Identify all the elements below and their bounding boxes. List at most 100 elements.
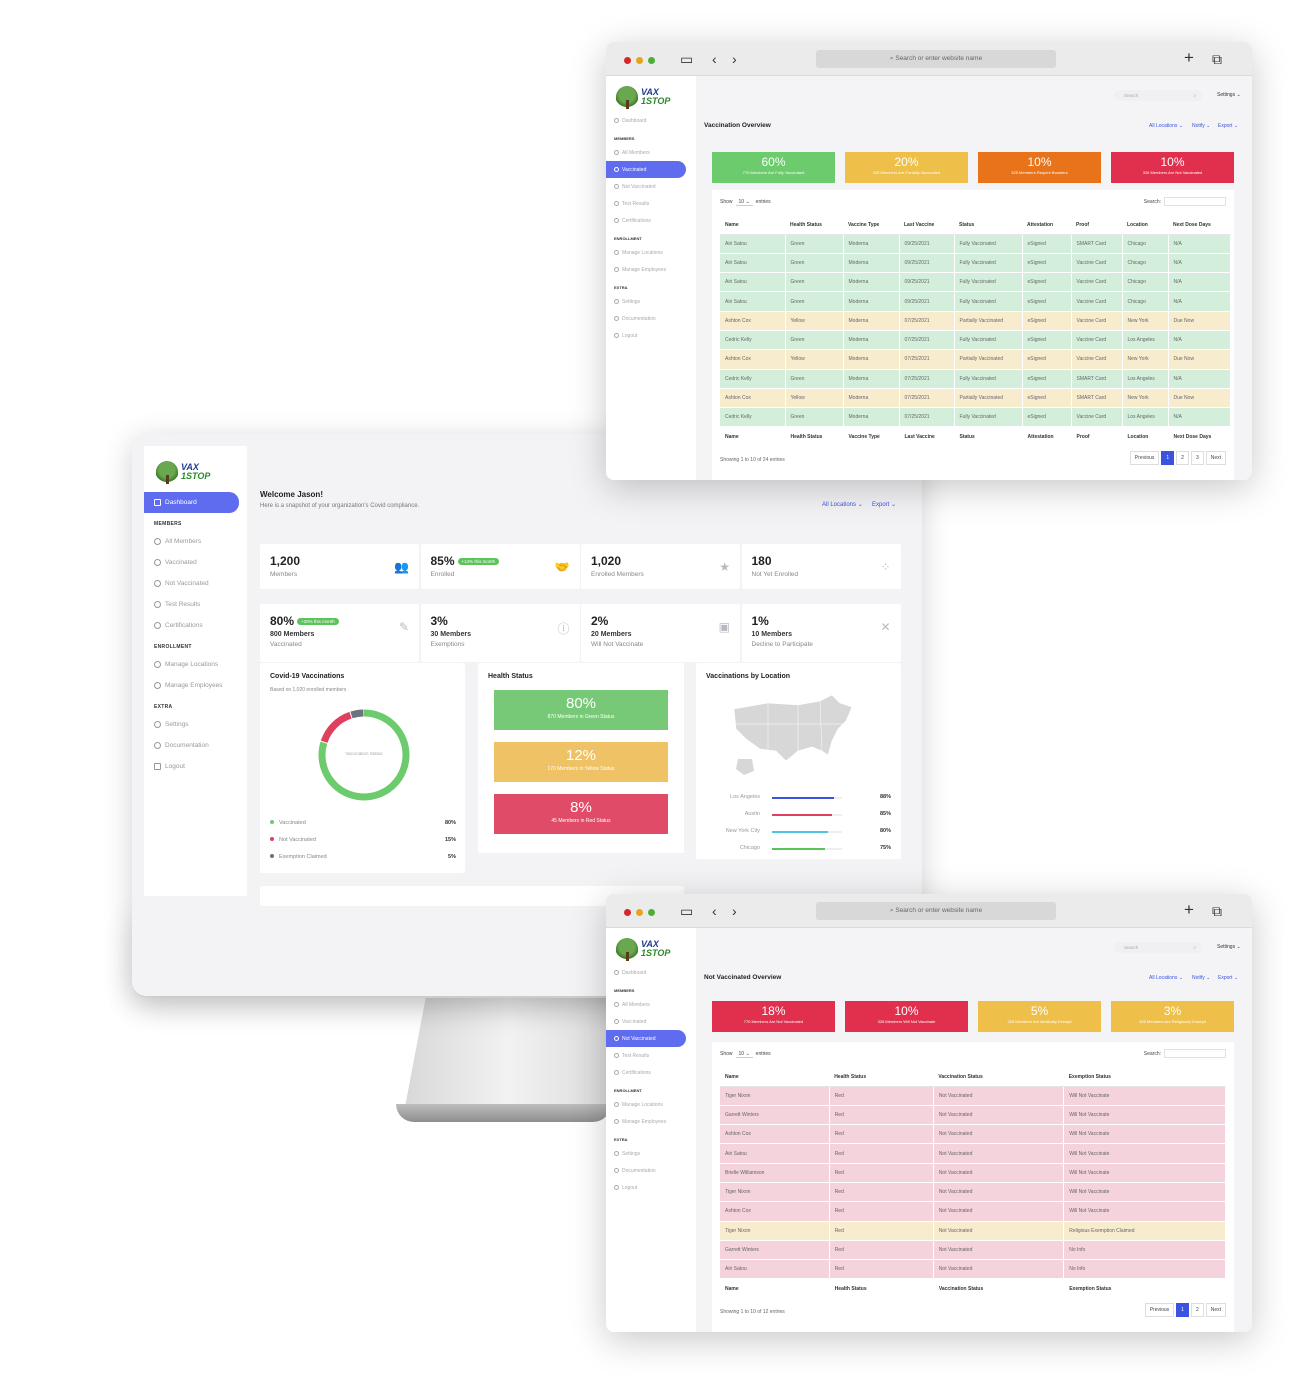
page-button[interactable]: Previous [1129, 450, 1160, 465]
page-button[interactable]: Next [1205, 1302, 1226, 1317]
kpi-card[interactable]: 60% 770 Members Are Fully Vaccinated [712, 152, 835, 183]
column-header[interactable]: Next Dose Days [1168, 216, 1230, 235]
nav-vaccinated[interactable]: Vaccinated [606, 161, 686, 178]
nav-dashboard[interactable]: Dashboard [606, 964, 696, 981]
sidebar-toggle-icon[interactable]: ▭ [680, 51, 694, 67]
all-locations-dropdown[interactable]: All Locations ⌄ [822, 502, 863, 508]
table-row[interactable]: Airi Satou Red Not Vaccinated No Info [720, 1259, 1226, 1280]
column-header[interactable]: Exemption Status [1063, 1068, 1226, 1087]
column-header[interactable]: Vaccine Type [843, 216, 899, 235]
nav-not-vaccinated[interactable]: Not Vaccinated [144, 573, 247, 594]
table-row[interactable]: Cedric Kelly Green Moderna 07/25/2021 Fully … [720, 369, 1231, 389]
minimize-window-button[interactable] [636, 57, 643, 64]
nav-manage-locations[interactable]: Manage Locations [606, 244, 696, 261]
kpi-card[interactable]: 3% 326 Members Are Religiously Exempt [1111, 1001, 1234, 1032]
forward-icon[interactable]: › [732, 51, 737, 67]
kpi-card[interactable]: 10% 326 Members Will Not Vaccinate [845, 1001, 968, 1032]
page-button[interactable]: 1 [1176, 1302, 1189, 1317]
health-status-box[interactable]: 12% 170 Members in Yellow Status [494, 742, 668, 782]
health-status-box[interactable]: 8% 45 Members in Red Status [494, 794, 668, 834]
kpi-card[interactable]: 18% 770 Members Are Not Vaccinated [712, 1001, 835, 1032]
nav-manage-employees[interactable]: Manage Employees [144, 675, 247, 696]
table-row[interactable]: Garrett Winters Red Not Vaccinated Will Not… [720, 1105, 1226, 1126]
close-window-button[interactable] [624, 57, 631, 64]
page-button[interactable]: 2 [1190, 1302, 1204, 1317]
nav-logout[interactable]: Logout [606, 1179, 696, 1196]
minimize-window-button[interactable] [636, 909, 643, 916]
nav-dashboard[interactable]: Dashboard [144, 492, 239, 513]
nav-manage-employees[interactable]: Manage Employees [606, 1113, 696, 1130]
sidebar-toggle-icon[interactable]: ▭ [680, 903, 694, 919]
logo[interactable]: VAX 1STOP [606, 76, 696, 112]
page-button[interactable]: 1 [1161, 450, 1175, 465]
nav-logout[interactable]: Logout [606, 327, 696, 344]
kpi-card[interactable]: 20% 325 Members Are Partially Vaccinated [845, 152, 968, 183]
nav-certifications[interactable]: Certifications [144, 615, 247, 636]
nav-not-vaccinated[interactable]: Not Vaccinated [606, 1030, 686, 1047]
nav-manage-employees[interactable]: Manage Employees [606, 261, 696, 278]
column-header[interactable]: Last Vaccine [899, 216, 954, 235]
nav-test-results[interactable]: Test Results [606, 195, 696, 212]
url-bar[interactable]: ⌕ Search or enter website name [816, 902, 1056, 920]
nav-test-results[interactable]: Test Results [606, 1047, 696, 1064]
table-row[interactable]: Garrett Winters Red Not Vaccinated No Info [720, 1240, 1226, 1261]
table-row[interactable]: Ashton Cox Red Not Vaccinated Will Not Vacc… [720, 1201, 1226, 1222]
column-header[interactable]: Attestation [1022, 216, 1071, 235]
notify-dropdown[interactable]: Notify ⌄ [1192, 975, 1211, 981]
nav-documentation[interactable]: Documentation [606, 1162, 696, 1179]
column-header[interactable]: Vaccination Status [933, 1068, 1064, 1087]
close-window-button[interactable] [624, 909, 631, 916]
settings-dropdown[interactable]: Settings ⌄ [1217, 92, 1241, 98]
page-button[interactable]: 3 [1190, 450, 1204, 465]
nav-vaccinated[interactable]: Vaccinated [606, 1013, 696, 1030]
all-locations-dropdown[interactable]: All Locations ⌄ [1149, 123, 1183, 129]
page-button[interactable]: Previous [1144, 1302, 1175, 1317]
nav-certifications[interactable]: Certifications [606, 1064, 696, 1081]
nav-vaccinated[interactable]: Vaccinated [144, 552, 247, 573]
settings-dropdown[interactable]: Settings ⌄ [1217, 944, 1241, 950]
export-dropdown[interactable]: Export ⌄ [1218, 123, 1239, 129]
table-row[interactable]: Cedric Kelly Green Moderna 07/25/2021 Fully … [720, 407, 1231, 428]
nav-settings[interactable]: Settings [606, 1145, 696, 1162]
export-dropdown[interactable]: Export ⌄ [872, 502, 897, 508]
column-header[interactable]: Health Status [829, 1068, 934, 1087]
nav-settings[interactable]: Settings [144, 714, 247, 735]
table-row[interactable]: Tiger Nixon Red Not Vaccinated Will Not Vac… [720, 1182, 1226, 1203]
column-header[interactable]: Location [1122, 216, 1168, 235]
nav-all-members[interactable]: All Members [606, 144, 696, 161]
table-row[interactable]: Ashton Cox Yellow Moderna 07/25/2021 Partial… [720, 349, 1231, 370]
column-header[interactable]: Proof [1071, 216, 1122, 235]
health-status-box[interactable]: 80% 870 Members in Green Status [494, 690, 668, 730]
tabs-overview-icon[interactable]: ⧉ [1212, 51, 1222, 67]
new-tab-icon[interactable]: + [1184, 900, 1194, 919]
table-row[interactable]: Tiger Nixon Red Not Vaccinated Religious Ex… [720, 1221, 1226, 1241]
nav-manage-locations[interactable]: Manage Locations [606, 1096, 696, 1113]
all-locations-dropdown[interactable]: All Locations ⌄ [1149, 975, 1183, 981]
maximize-window-button[interactable] [648, 57, 655, 64]
nav-documentation[interactable]: Documentation [144, 735, 247, 756]
nav-settings[interactable]: Settings [606, 293, 696, 310]
logo[interactable]: VAX 1STOP [606, 928, 696, 964]
entries-select[interactable]: 10 ⌄ [735, 1051, 753, 1058]
table-row[interactable]: Tiger Nixon Red Not Vaccinated Will Not Vac… [720, 1086, 1226, 1106]
column-header[interactable]: Health Status [785, 216, 843, 235]
nav-certifications[interactable]: Certifications [606, 212, 696, 229]
url-bar[interactable]: ⌕ Search or enter website name [816, 50, 1056, 68]
table-row[interactable]: Ashton Cox Yellow Moderna 07/25/2021 Partial… [720, 388, 1231, 409]
tabs-overview-icon[interactable]: ⧉ [1212, 903, 1222, 919]
nav-logout[interactable]: Logout [144, 756, 247, 777]
page-button[interactable]: Next [1205, 450, 1226, 465]
page-button[interactable]: 2 [1176, 450, 1189, 465]
table-row[interactable]: Ashton Cox Red Not Vaccinated Will Not Vacc… [720, 1124, 1226, 1145]
table-row[interactable]: Airi Satou Green Moderna 09/25/2021 Fully Va… [720, 272, 1231, 293]
kpi-card[interactable]: 5% 325 Members Are Medically Exempt [978, 1001, 1101, 1032]
export-dropdown[interactable]: Export ⌄ [1218, 975, 1239, 981]
table-row[interactable]: Cedric Kelly Green Moderna 07/25/2021 Fully … [720, 330, 1231, 351]
nav-manage-locations[interactable]: Manage Locations [144, 654, 247, 675]
nav-not-vaccinated[interactable]: Not Vaccinated [606, 178, 696, 195]
column-header[interactable]: Name [720, 1068, 830, 1087]
column-header[interactable]: Status [954, 216, 1022, 235]
nav-documentation[interactable]: Documentation [606, 310, 696, 327]
table-search-input[interactable] [1164, 1049, 1226, 1058]
table-row[interactable]: Airi Satou Green Moderna 09/25/2021 Fully Va… [720, 234, 1231, 254]
